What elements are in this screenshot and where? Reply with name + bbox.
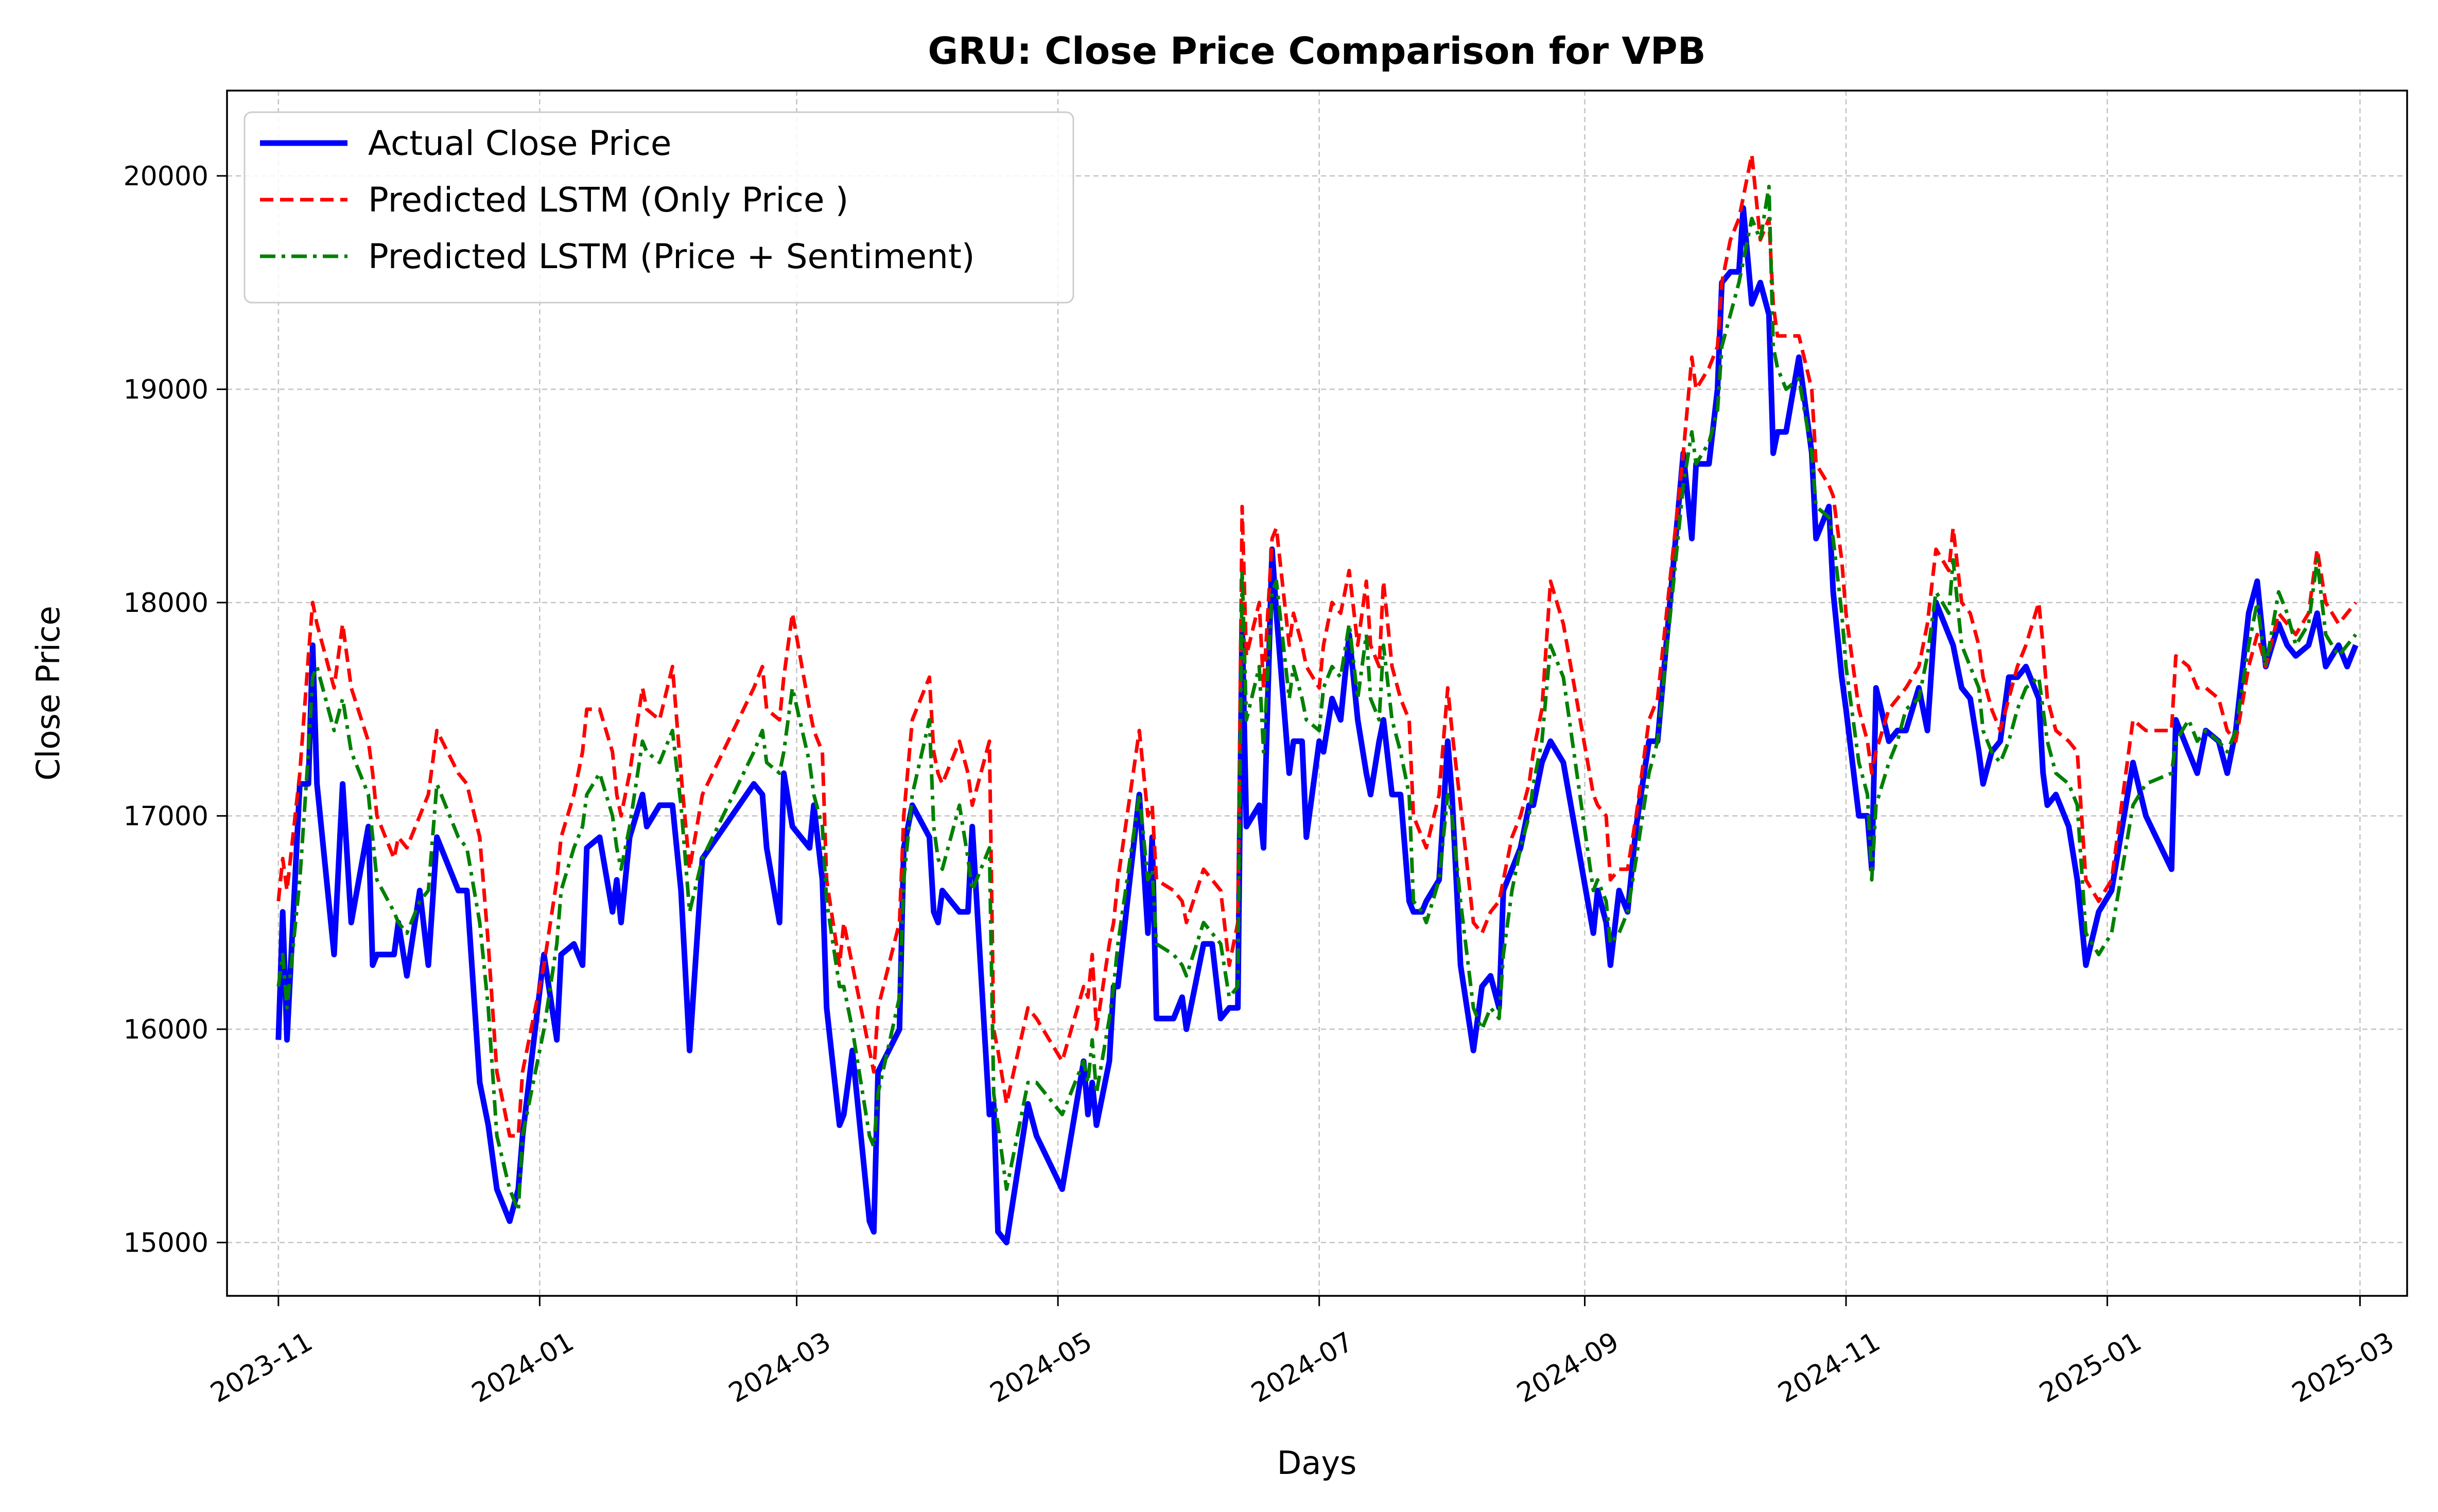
legend-label-2: Predicted LSTM (Only Price ) xyxy=(368,180,848,220)
y-tick-label: 17000 xyxy=(124,801,208,832)
legend-label-1: Actual Close Price xyxy=(368,124,672,163)
legend-box xyxy=(243,111,1074,304)
series-line-1 xyxy=(275,205,2359,1245)
y-tick-label: 16000 xyxy=(124,1014,208,1045)
x-axis-label: Days xyxy=(1277,1444,1357,1482)
legend: Actual Close Price Predicted LSTM (Only P… xyxy=(243,111,1074,304)
series-line-3 xyxy=(276,185,2357,1212)
y-axis-label: Close Price xyxy=(29,606,67,781)
y-tick-label: 15000 xyxy=(124,1227,208,1258)
series-lines xyxy=(275,152,2359,1245)
chart-title: GRU: Close Price Comparison for VPB xyxy=(928,29,1705,73)
y-tick-label: 18000 xyxy=(124,588,208,619)
y-tick-label: 19000 xyxy=(124,374,208,405)
y-tick-label: 20000 xyxy=(124,161,208,192)
plot-frame xyxy=(226,90,2408,1297)
legend-label-3: Predicted LSTM (Price + Sentiment) xyxy=(368,237,975,276)
series-line-2 xyxy=(276,152,2357,1138)
